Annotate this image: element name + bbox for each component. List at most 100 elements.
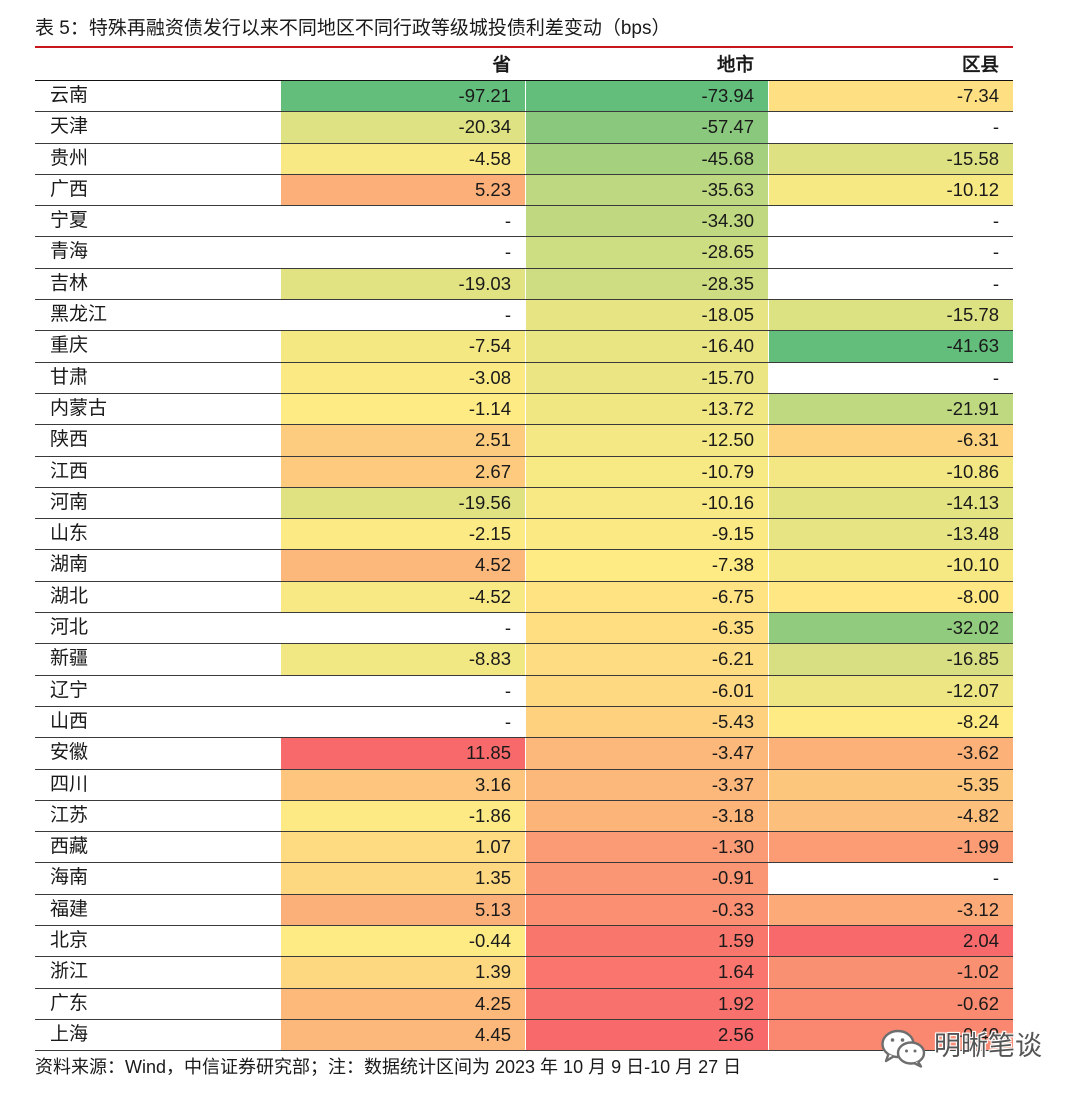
table-row: 湖南 4.52 -7.38 -10.10	[35, 550, 1013, 582]
table-row: 福建 5.13 -0.33 -3.12	[35, 894, 1013, 927]
table-row: 黑龙江 - -18.05 -15.78	[35, 300, 1013, 332]
value-cell-province: 4.25	[280, 988, 525, 1019]
table-row: 江西 2.67 -10.79 -10.86	[35, 456, 1013, 488]
value-cell-county: -	[768, 206, 1013, 237]
value-cell-county: -8.24	[768, 706, 1013, 738]
table-row: 浙江 1.39 1.64 -1.02	[35, 957, 1013, 989]
table-row: 江苏 -1.86 -3.18 -4.82	[35, 800, 1013, 833]
source-note: 资料来源：Wind，中信证券研究部；注：数据统计区间为 2023 年 10 月 …	[35, 1057, 742, 1077]
region-name: 山东	[50, 523, 89, 545]
value-cell-county: -3.62	[768, 738, 1013, 769]
value-cell-county: -10.86	[768, 456, 1013, 487]
value-cell-province: 4.52	[280, 550, 525, 581]
value-cell-county: -	[768, 237, 1013, 268]
value-cell-province: 2.51	[280, 425, 525, 456]
value-cell-province: -4.58	[280, 143, 525, 174]
region-name: 山西	[50, 710, 89, 732]
value-cell-province: -3.08	[280, 362, 525, 393]
column-header-city: 地市	[716, 54, 754, 75]
region-name: 甘肃	[50, 366, 89, 388]
value-cell-county: -4.82	[768, 800, 1013, 832]
value-cell-city: 1.59	[525, 926, 768, 957]
table-row: 辽宁 - -6.01 -12.07	[35, 675, 1013, 707]
region-name: 河北	[50, 617, 89, 639]
table-row: 云南 -97.21 -73.94 -7.34	[35, 81, 1013, 113]
value-cell-city: -6.75	[525, 581, 768, 613]
table-title: 表 5：特殊再融资债发行以来不同地区不同行政等级城投债利差变动（bps）	[35, 18, 671, 39]
value-cell-province: 4.45	[280, 1019, 525, 1051]
value-cell-county: -10.10	[768, 550, 1013, 581]
value-cell-city: -35.63	[525, 174, 768, 206]
table-row: 广东 4.25 1.92 -0.62	[35, 988, 1013, 1020]
value-cell-province: 3.16	[280, 769, 525, 800]
value-cell-county: -1.02	[768, 957, 1013, 988]
table-row: 内蒙古 -1.14 -13.72 -21.91	[35, 393, 1013, 426]
value-cell-province: -7.54	[280, 331, 525, 362]
region-name: 辽宁	[50, 679, 89, 701]
value-cell-county: -21.91	[768, 393, 1013, 425]
value-cell-county: -3.12	[768, 894, 1013, 926]
table-row: 北京 -0.44 1.59 2.04	[35, 926, 1013, 958]
value-cell-county: -16.85	[768, 644, 1013, 675]
column-header-county: 区县	[961, 54, 999, 75]
region-name: 福建	[50, 898, 89, 920]
table-row: 广西 5.23 -35.63 -10.12	[35, 174, 1013, 207]
region-name: 江西	[50, 460, 89, 482]
table-row: 天津 -20.34 -57.47-	[35, 112, 1013, 144]
value-cell-county: -13.48	[768, 519, 1013, 550]
value-cell-city: -3.47	[525, 738, 768, 769]
region-name: 江苏	[50, 804, 89, 826]
value-cell-province: 5.13	[280, 894, 525, 926]
value-cell-city: -0.33	[525, 894, 768, 926]
region-name: 黑龙江	[50, 304, 108, 326]
value-cell-city: -5.43	[525, 706, 768, 738]
region-name: 湖北	[50, 585, 89, 607]
value-cell-city: -3.18	[525, 800, 768, 832]
region-name: 安徽	[50, 742, 89, 764]
region-name: 四川	[50, 773, 89, 795]
value-cell-city: -12.50	[525, 425, 768, 456]
table-row: 安徽 11.85 -3.47 -3.62	[35, 738, 1013, 770]
value-cell-province: 1.07	[280, 832, 525, 863]
value-cell-city: -3.37	[525, 769, 768, 800]
table-row: 湖北 -4.52 -6.75 -8.00	[35, 581, 1013, 614]
value-cell-county: -8.00	[768, 581, 1013, 613]
region-name: 青海	[50, 241, 89, 263]
value-cell-city: -0.91	[525, 863, 768, 894]
value-cell-province: 1.39	[280, 957, 525, 988]
region-name: 重庆	[50, 335, 89, 357]
table-header: 省 地市 区县	[35, 49, 1013, 81]
column-header-province: 省	[492, 54, 511, 75]
value-cell-county: -	[768, 362, 1013, 393]
table-row: 吉林 -19.03 -28.35-	[35, 268, 1013, 301]
table-row: 海南 1.35 -0.91-	[35, 863, 1013, 895]
value-cell-city: -6.35	[525, 613, 768, 644]
value-cell-county: -12.07	[768, 675, 1013, 706]
value-cell-county: -15.58	[768, 143, 1013, 174]
value-cell-city: -18.05	[525, 300, 768, 331]
region-name: 上海	[50, 1023, 89, 1045]
region-name: 贵州	[50, 147, 89, 169]
value-cell-province: -0.44	[280, 926, 525, 957]
spread-table: 省 地市 区县 云南 -97.21 -73.94 -7.34 天津 -20.34 -57.4…	[35, 49, 1013, 1052]
column-header-region	[35, 49, 280, 80]
value-cell-city: -45.68	[525, 143, 768, 174]
value-cell-province: -97.21	[280, 81, 525, 112]
value-cell-city: -28.35	[525, 268, 768, 300]
value-cell-province: -1.14	[280, 393, 525, 425]
region-name: 河南	[50, 491, 89, 513]
value-cell-county: -32.02	[768, 613, 1013, 644]
value-cell-city: 1.92	[525, 988, 768, 1019]
value-cell-county: -	[768, 268, 1013, 300]
region-name: 吉林	[50, 272, 89, 294]
value-cell-province: -	[280, 706, 525, 738]
value-cell-city: -34.30	[525, 206, 768, 237]
value-cell-county: -14.13	[768, 487, 1013, 519]
value-cell-province: -	[280, 613, 525, 644]
value-cell-province: 1.35	[280, 863, 525, 894]
table-body: 云南 -97.21 -73.94 -7.34 天津 -20.34 -57.47- 贵州 -4.5…	[35, 81, 1013, 1052]
value-cell-province: 5.23	[280, 174, 525, 206]
value-cell-province: -	[280, 300, 525, 331]
value-cell-county: -5.35	[768, 769, 1013, 800]
value-cell-city: -73.94	[525, 81, 768, 112]
